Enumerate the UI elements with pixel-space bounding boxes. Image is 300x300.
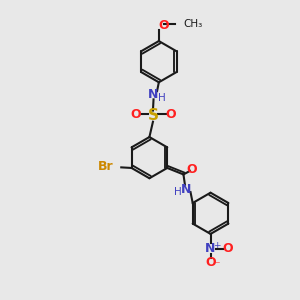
Text: S: S (147, 108, 158, 123)
Text: O: O (165, 108, 176, 121)
Text: O: O (186, 163, 197, 176)
Text: ⁻: ⁻ (214, 260, 220, 270)
Text: N: N (148, 88, 159, 101)
Text: N: N (181, 183, 192, 196)
Text: H: H (158, 93, 166, 103)
Text: O: O (205, 256, 216, 269)
Text: CH₃: CH₃ (183, 19, 202, 29)
Text: H: H (174, 187, 182, 197)
Text: Br: Br (98, 160, 113, 173)
Text: O: O (130, 108, 141, 121)
Text: N: N (206, 242, 216, 255)
Text: O: O (222, 242, 233, 255)
Text: O: O (159, 19, 170, 32)
Text: +: + (213, 241, 221, 250)
